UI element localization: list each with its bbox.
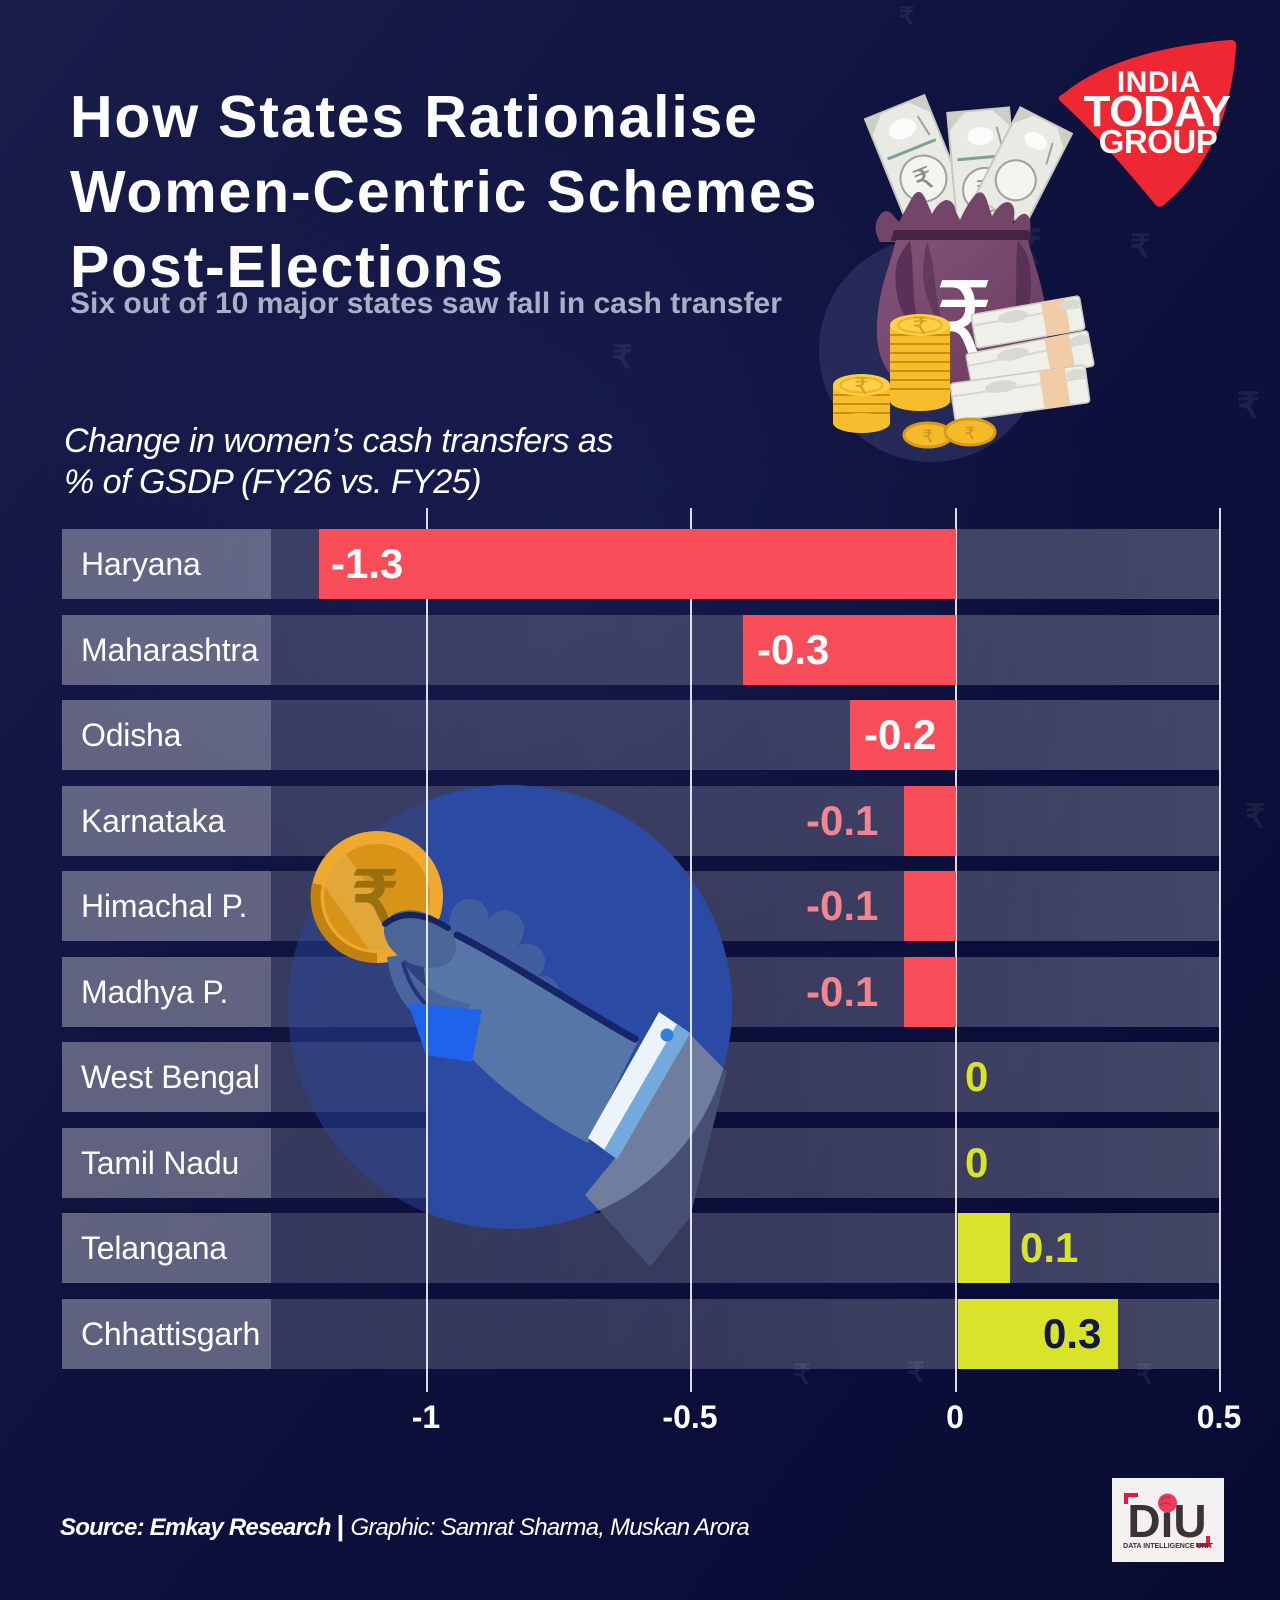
svg-text:INDIA: INDIA <box>1117 66 1201 99</box>
svg-text:₹: ₹ <box>965 424 976 443</box>
svg-text:₹: ₹ <box>854 373 869 399</box>
svg-text:GROUP: GROUP <box>1099 123 1218 160</box>
svg-text:TODAY: TODAY <box>1084 87 1231 136</box>
svg-text:₹: ₹ <box>912 313 927 340</box>
svg-text:DATA INTELLIGENCE UNIT: DATA INTELLIGENCE UNIT <box>1123 1543 1213 1550</box>
svg-text:₹: ₹ <box>923 427 934 446</box>
